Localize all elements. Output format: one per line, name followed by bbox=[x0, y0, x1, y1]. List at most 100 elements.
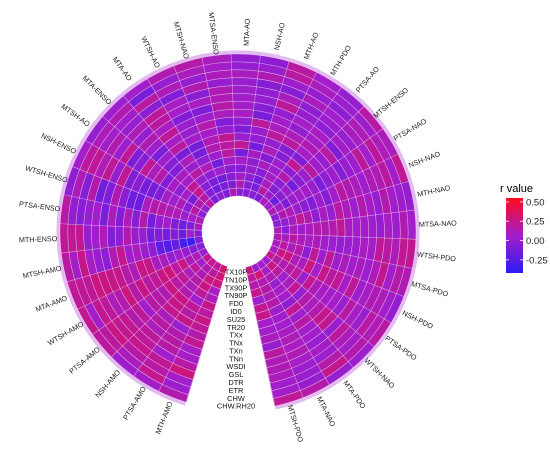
heatmap-cell bbox=[288, 307, 308, 324]
heatmap-cell bbox=[204, 292, 219, 305]
heatmap-cell bbox=[194, 173, 208, 187]
heatmap-cell bbox=[336, 87, 365, 113]
grid-ring bbox=[59, 53, 417, 407]
heatmap-cell bbox=[357, 142, 377, 169]
heatmap-cell bbox=[320, 220, 330, 236]
heatmap-cell bbox=[128, 85, 156, 109]
heatmap-cell bbox=[318, 112, 342, 135]
heatmap-cell bbox=[268, 244, 279, 255]
heatmap-cell bbox=[309, 79, 338, 101]
heatmap-cell bbox=[163, 239, 174, 254]
heatmap-cell bbox=[326, 184, 341, 204]
heatmap-cell bbox=[355, 170, 371, 196]
grid-spoke bbox=[185, 266, 228, 403]
heatmap-cell bbox=[295, 256, 309, 271]
ring-label: TXx bbox=[229, 331, 242, 340]
heatmap-cell bbox=[187, 96, 212, 111]
heatmap-cell bbox=[312, 191, 326, 209]
grid-ring bbox=[162, 156, 314, 307]
heatmap-cell bbox=[312, 343, 339, 365]
heatmap-cell bbox=[193, 313, 212, 327]
heatmap-cell bbox=[232, 101, 255, 111]
heatmap-cell bbox=[216, 125, 235, 135]
heatmap-cell bbox=[266, 129, 286, 144]
heatmap-cell bbox=[158, 384, 189, 403]
heatmap-cell bbox=[307, 278, 324, 297]
legend-tick-label: -0.25 bbox=[526, 255, 548, 266]
grid-spoke bbox=[85, 139, 208, 214]
heatmap-cell bbox=[361, 314, 385, 343]
heatmap-cell bbox=[174, 168, 190, 184]
heatmap-cell bbox=[139, 157, 157, 178]
heatmap-cell bbox=[194, 236, 204, 245]
heatmap-cell bbox=[254, 94, 279, 107]
heatmap-cell bbox=[274, 150, 292, 165]
heatmap-cell bbox=[159, 87, 186, 107]
heatmap-cell bbox=[305, 195, 318, 211]
ring-label: WSDI bbox=[226, 362, 245, 371]
heatmap-cell bbox=[116, 164, 133, 188]
heatmap-cell bbox=[378, 187, 392, 215]
heatmap-cell bbox=[234, 148, 249, 158]
heatmap-cell bbox=[138, 98, 164, 121]
heatmap-cell bbox=[279, 84, 307, 101]
category-label: MTSH-AMO bbox=[22, 264, 63, 281]
heatmap-cell bbox=[189, 273, 204, 287]
heatmap-cell bbox=[280, 184, 294, 198]
heatmap-cell bbox=[120, 284, 138, 308]
heatmap-cell bbox=[304, 131, 326, 152]
heatmap-cell bbox=[112, 136, 133, 161]
heatmap-grid bbox=[59, 53, 417, 407]
heatmap-cell bbox=[336, 218, 346, 237]
heatmap-cell bbox=[256, 316, 275, 329]
heatmap-cell bbox=[322, 316, 345, 338]
heatmap-cell bbox=[242, 188, 251, 198]
heatmap-cell bbox=[325, 361, 354, 385]
heatmap-cell bbox=[212, 109, 234, 120]
category-label: NSH-AO bbox=[272, 21, 287, 51]
heatmap-cell bbox=[370, 287, 390, 316]
heatmap-cell bbox=[177, 257, 190, 272]
heatmap-cell bbox=[263, 346, 287, 360]
heatmap-cell bbox=[334, 235, 345, 255]
heatmap-cell bbox=[362, 167, 379, 193]
category-label: NSH-PDO bbox=[401, 308, 435, 331]
heatmap-cell bbox=[277, 170, 292, 185]
heatmap-cell bbox=[156, 149, 175, 168]
heatmap-cell bbox=[348, 174, 364, 198]
heatmap-cell bbox=[175, 312, 195, 328]
category-label: MTA-AMO bbox=[34, 293, 69, 314]
heatmap-cell bbox=[150, 255, 164, 272]
heatmap-cell bbox=[117, 186, 132, 209]
heatmap-cell bbox=[337, 331, 363, 356]
ring-label: ID0 bbox=[230, 307, 242, 316]
heatmap-cell bbox=[291, 357, 318, 376]
heatmap-cell bbox=[396, 238, 408, 268]
heatmap-cell bbox=[271, 310, 290, 325]
heatmap-cell bbox=[77, 305, 100, 335]
heatmap-cell bbox=[143, 293, 163, 313]
heatmap-cell bbox=[156, 306, 176, 326]
grid-spoke bbox=[158, 264, 223, 392]
heatmap-cell bbox=[94, 152, 113, 179]
heatmap-cell bbox=[284, 68, 314, 87]
grid-spoke bbox=[250, 265, 304, 398]
heatmap-cell bbox=[288, 121, 310, 139]
heatmap-cell bbox=[283, 262, 297, 276]
heatmap-cell bbox=[154, 214, 165, 229]
heatmap-cell bbox=[227, 180, 237, 190]
heatmap-cell bbox=[69, 250, 83, 281]
heatmap-cell bbox=[293, 244, 305, 257]
heatmap-cell bbox=[179, 305, 198, 321]
category-label: MTA-NAO bbox=[315, 395, 338, 429]
heatmap-cell bbox=[255, 86, 281, 100]
heatmap-cell bbox=[60, 194, 72, 225]
heatmap-cell bbox=[127, 281, 145, 303]
heatmap-cell bbox=[200, 299, 217, 312]
heatmap-cell bbox=[194, 229, 203, 238]
heatmap-cell bbox=[251, 262, 261, 273]
heatmap-cell bbox=[147, 241, 159, 258]
heatmap-cell bbox=[376, 160, 394, 189]
heatmap-cell bbox=[168, 362, 196, 380]
heatmap-cell bbox=[288, 233, 298, 245]
